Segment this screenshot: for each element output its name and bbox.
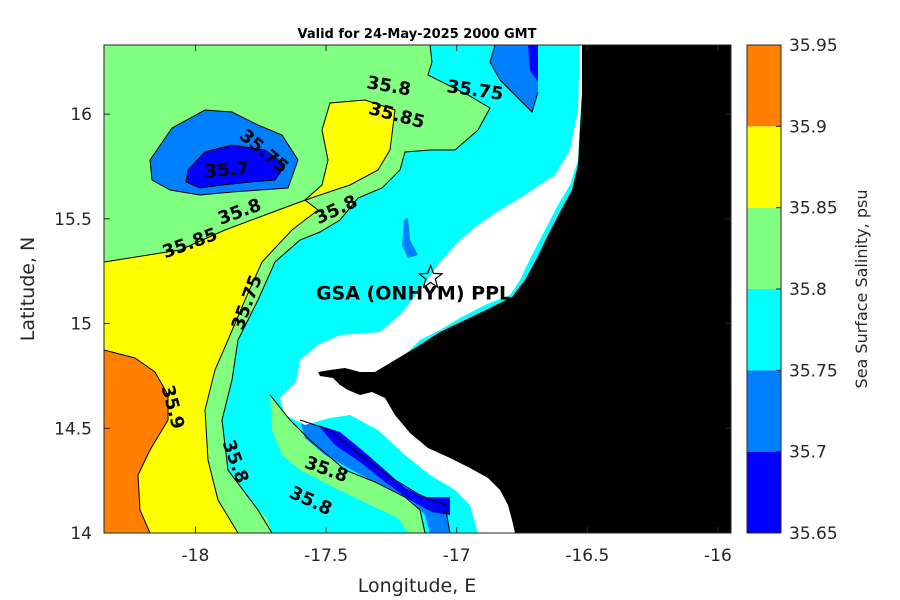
salinity-band-35.9 (104, 350, 168, 533)
contour-35.8-north (221, 45, 491, 533)
colorbar-tick-label: 35.7 (789, 443, 827, 463)
x-axis-label: Longitude, E (358, 575, 477, 597)
coastal-mask (280, 45, 582, 533)
colorbar-tick-label: 35.85 (789, 199, 838, 219)
x-tick-label: -17 (443, 546, 471, 566)
station-star-icon (417, 263, 444, 289)
colorbar-tick-label: 35.8 (789, 280, 827, 300)
colorbar-label: Sea Surface Salinity, psu (852, 190, 871, 389)
x-tick-label: -18 (182, 546, 210, 566)
contour-35.9 (104, 349, 169, 533)
x-tick-label: -17.5 (304, 546, 348, 566)
colorbar: 35.65 35.7 35.75 35.8 35.85 35.9 35.95 (746, 36, 838, 544)
land-mass (318, 45, 731, 533)
y-tick-label: 14 (70, 524, 92, 544)
salinity-band-35.7-ne (490, 45, 538, 112)
station-marker: GSA (ONHYM) PPL EB (316, 263, 545, 304)
salinity-band-35.65-nw (186, 145, 285, 188)
contour-35.85 (104, 99, 396, 533)
salinity-band-35.8-south (270, 395, 425, 533)
y-axis-label: Latitude, N (17, 237, 39, 342)
salinity-band-35.7-coast (402, 218, 418, 258)
contour-35.75-ne (489, 45, 539, 113)
station-label: GSA (ONHYM) PPL EB (316, 282, 545, 304)
colorbar-tick-label: 35.9 (789, 117, 827, 137)
y-tick-label: 15.5 (54, 210, 92, 230)
x-tick-label: -16 (704, 546, 732, 566)
contour-35.75-south (299, 419, 451, 533)
colorbar-tick-label: 35.95 (789, 36, 838, 56)
salinity-band-35.85 (104, 100, 395, 533)
y-axis: 14 14.5 15 15.5 16 (54, 105, 731, 544)
colorbar-tick-label: 35.65 (789, 524, 838, 544)
plot-area (104, 45, 731, 533)
y-tick-label: 16 (70, 105, 92, 125)
contour-35.75-nw (149, 109, 299, 196)
colorbar-tick-label: 35.75 (789, 361, 838, 381)
plot-frame (103, 44, 732, 534)
colorbar-segment (747, 207, 781, 289)
colorbar-segment (747, 126, 781, 208)
contour-label: 35.7 (204, 158, 250, 183)
colorbar-segment (747, 451, 781, 533)
contour-35.8-south (269, 394, 426, 533)
y-tick-label: 14.5 (54, 419, 92, 439)
salinity-band-35.7-south (300, 420, 450, 533)
x-axis: -18 -17.5 -17 -16.5 -16 (182, 45, 732, 566)
y-tick-label: 15 (70, 315, 92, 335)
x-tick-label: -16.5 (565, 546, 609, 566)
colorbar-segment (747, 289, 781, 371)
colorbar-segment (747, 370, 781, 452)
map-title: Valid for 24-May-2025 2000 GMT (298, 27, 537, 42)
colorbar-segment (747, 45, 781, 127)
salinity-band-35.65-ne (528, 45, 538, 82)
contour-35.7-nw (185, 144, 286, 189)
